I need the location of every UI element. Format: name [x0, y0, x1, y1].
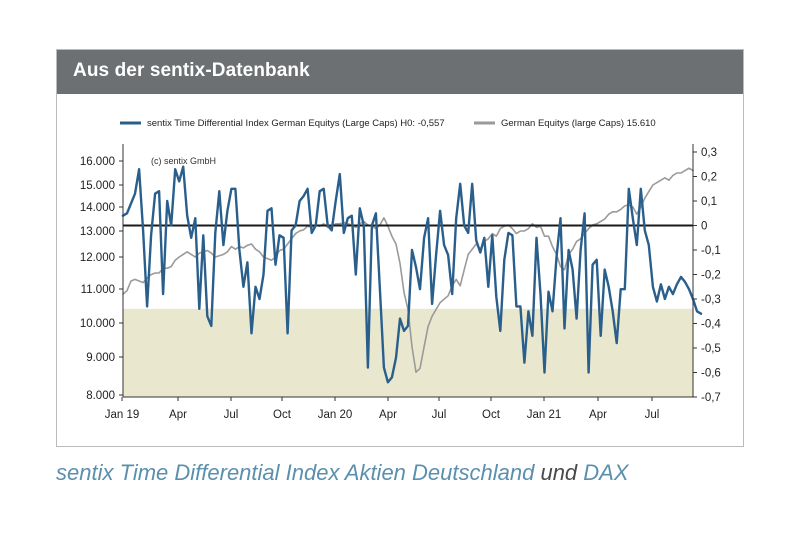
y-right-tick-label: -0,7 — [701, 392, 721, 404]
y-right-tick-label: 0,2 — [701, 172, 717, 184]
x-tick-label: Apr — [589, 409, 607, 421]
y-right-tick-label: -0,3 — [701, 294, 721, 306]
x-tick-label: Apr — [379, 409, 397, 421]
y-right-tick-label: -0,6 — [701, 368, 721, 380]
x-tick-label: Jan 19 — [105, 409, 140, 421]
sentix-series-layer — [121, 165, 703, 384]
y-left-tick-label: 11.000 — [81, 284, 115, 296]
x-tick-label: Apr — [169, 409, 187, 421]
y-right-tick-label: -0,5 — [701, 343, 721, 355]
caption-dax: DAX — [583, 460, 629, 485]
x-tick-label: Jul — [224, 409, 239, 421]
legend: sentix Time Differential Index German Eq… — [120, 118, 656, 129]
x-tick-label: Jan 21 — [527, 409, 562, 421]
y-left-tick-label: 12.000 — [80, 252, 115, 264]
sentix-line — [121, 165, 703, 384]
line-chart: 16.000 15.000 14.000 13.000 12.000 11.000 10.0… — [80, 118, 722, 421]
y-left-tick-label: 16.000 — [80, 156, 115, 168]
y-left-tick-label: 13.000 — [80, 226, 115, 238]
axes-layer: 16.000 15.000 14.000 13.000 12.000 11.000 10.0… — [80, 144, 721, 421]
chart-panel: 16.000 15.000 14.000 13.000 12.000 11.000 10.0… — [55, 93, 745, 435]
y-left-tick-label: 9.000 — [86, 352, 115, 364]
copyright-label: (c) sentix GmbH — [151, 156, 216, 166]
x-tick-label: Jul — [645, 409, 660, 421]
y-left-tick-label: 15.000 — [80, 180, 115, 192]
y-right-tick-label: -0,1 — [701, 245, 721, 257]
x-tick-label: Oct — [482, 409, 501, 421]
caption-index: sentix Time Differential Index Aktien De… — [56, 460, 535, 485]
x-tick-label: Jan 20 — [318, 409, 353, 421]
y-left-tick-label: 10.000 — [80, 318, 115, 330]
card-title: Aus der sentix-Datenbank — [73, 60, 310, 81]
legend-label-dax: German Equitys (large Caps) 15.610 — [501, 118, 656, 129]
y-left-tick-label: 8.000 — [86, 390, 115, 402]
x-tick-label: Jul — [432, 409, 447, 421]
x-tick-label: Oct — [273, 409, 292, 421]
y-right-tick-label: 0,1 — [701, 196, 717, 208]
y-right-tick-label: 0 — [701, 221, 707, 233]
caption-connector: und — [540, 460, 578, 485]
figure-caption: sentix Time Differential Index Aktien De… — [56, 460, 629, 486]
y-right-tick-label: -0,2 — [701, 270, 721, 282]
y-right-tick-label: 0,3 — [701, 147, 717, 159]
y-left-tick-label: 14.000 — [80, 202, 115, 214]
card-header: Aus der sentix-Datenbank — [57, 50, 743, 94]
y-right-tick-label: -0,4 — [701, 319, 721, 331]
legend-label-sentix: sentix Time Differential Index German Eq… — [147, 118, 445, 129]
